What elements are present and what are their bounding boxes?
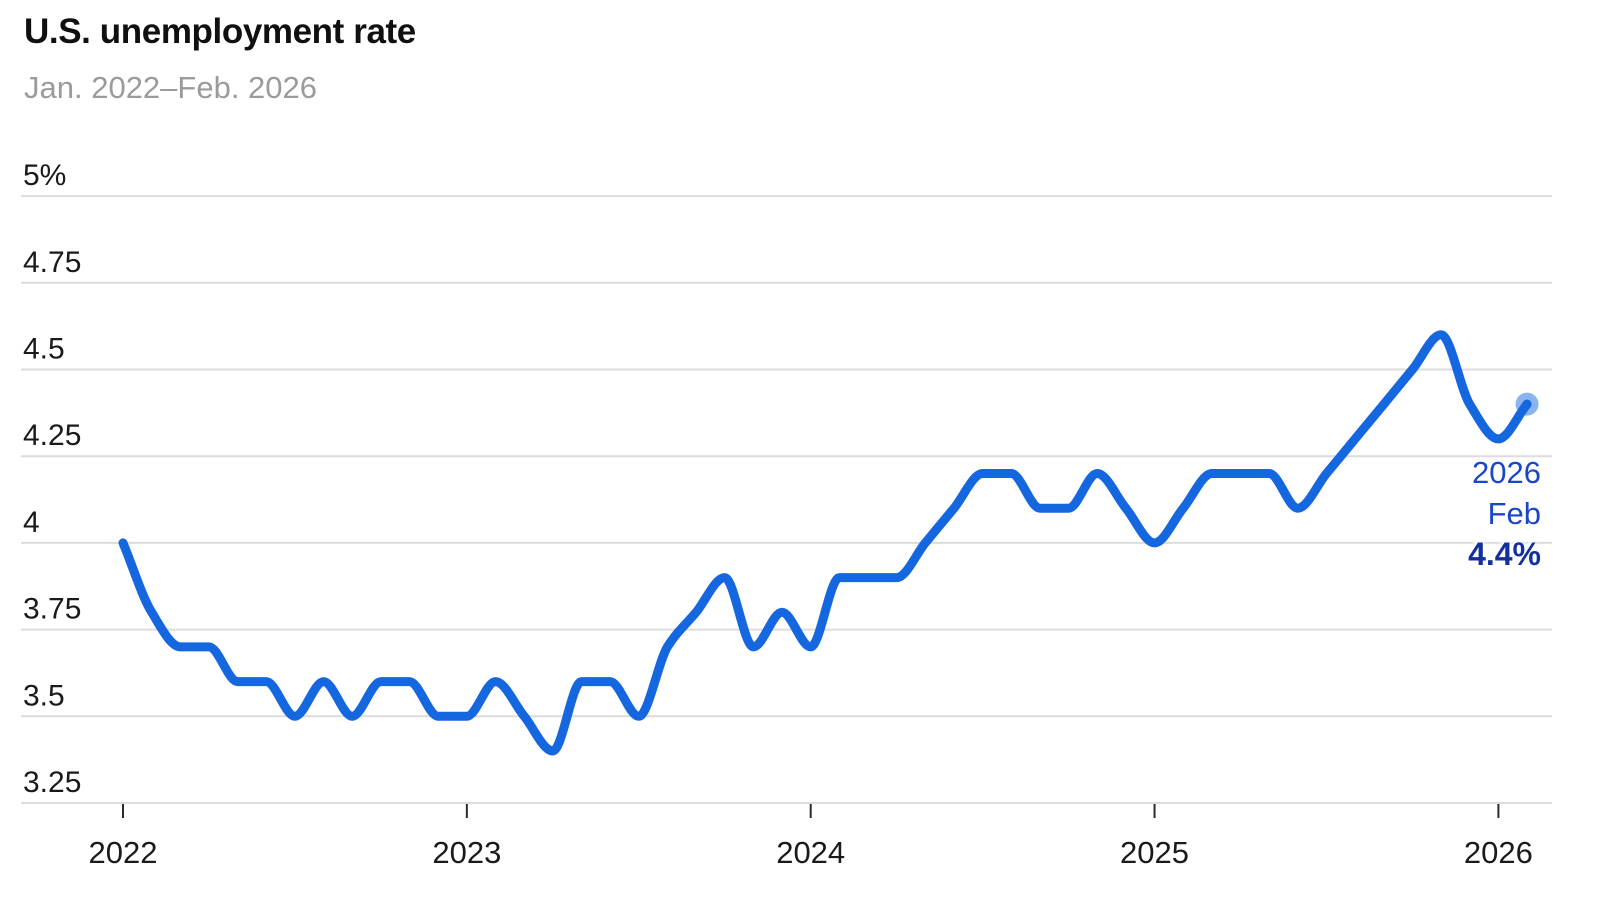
end-point-dot: [1522, 399, 1532, 409]
y-axis-label: 4.75: [23, 246, 81, 279]
chart-subtitle: Jan. 2022–Feb. 2026: [24, 70, 318, 105]
y-axis-label: 4.5: [23, 333, 65, 366]
unemployment-line: [118, 330, 1532, 756]
annotation-year: 2026: [1472, 455, 1541, 490]
y-axis-label: 3.25: [23, 766, 81, 799]
x-axis-label: 2026: [1464, 835, 1533, 870]
y-axis-label: 4.25: [23, 419, 81, 452]
chart-title: U.S. unemployment rate: [24, 12, 416, 51]
y-axis-label: 4: [23, 506, 40, 539]
y-axis-label: 3.75: [23, 593, 81, 626]
x-axis-label: 2024: [776, 835, 845, 870]
y-axis-label: 5%: [23, 159, 66, 192]
y-axis-label: 3.5: [23, 679, 65, 712]
x-axis-label: 2023: [432, 835, 501, 870]
annotation-month: Feb: [1487, 496, 1541, 531]
annotation-value: 4.4%: [1468, 536, 1541, 572]
x-axis-label: 2025: [1120, 835, 1189, 870]
x-axis-label: 2022: [89, 835, 158, 870]
end-point-annotation: 2026 Feb 4.4%: [1468, 452, 1541, 575]
